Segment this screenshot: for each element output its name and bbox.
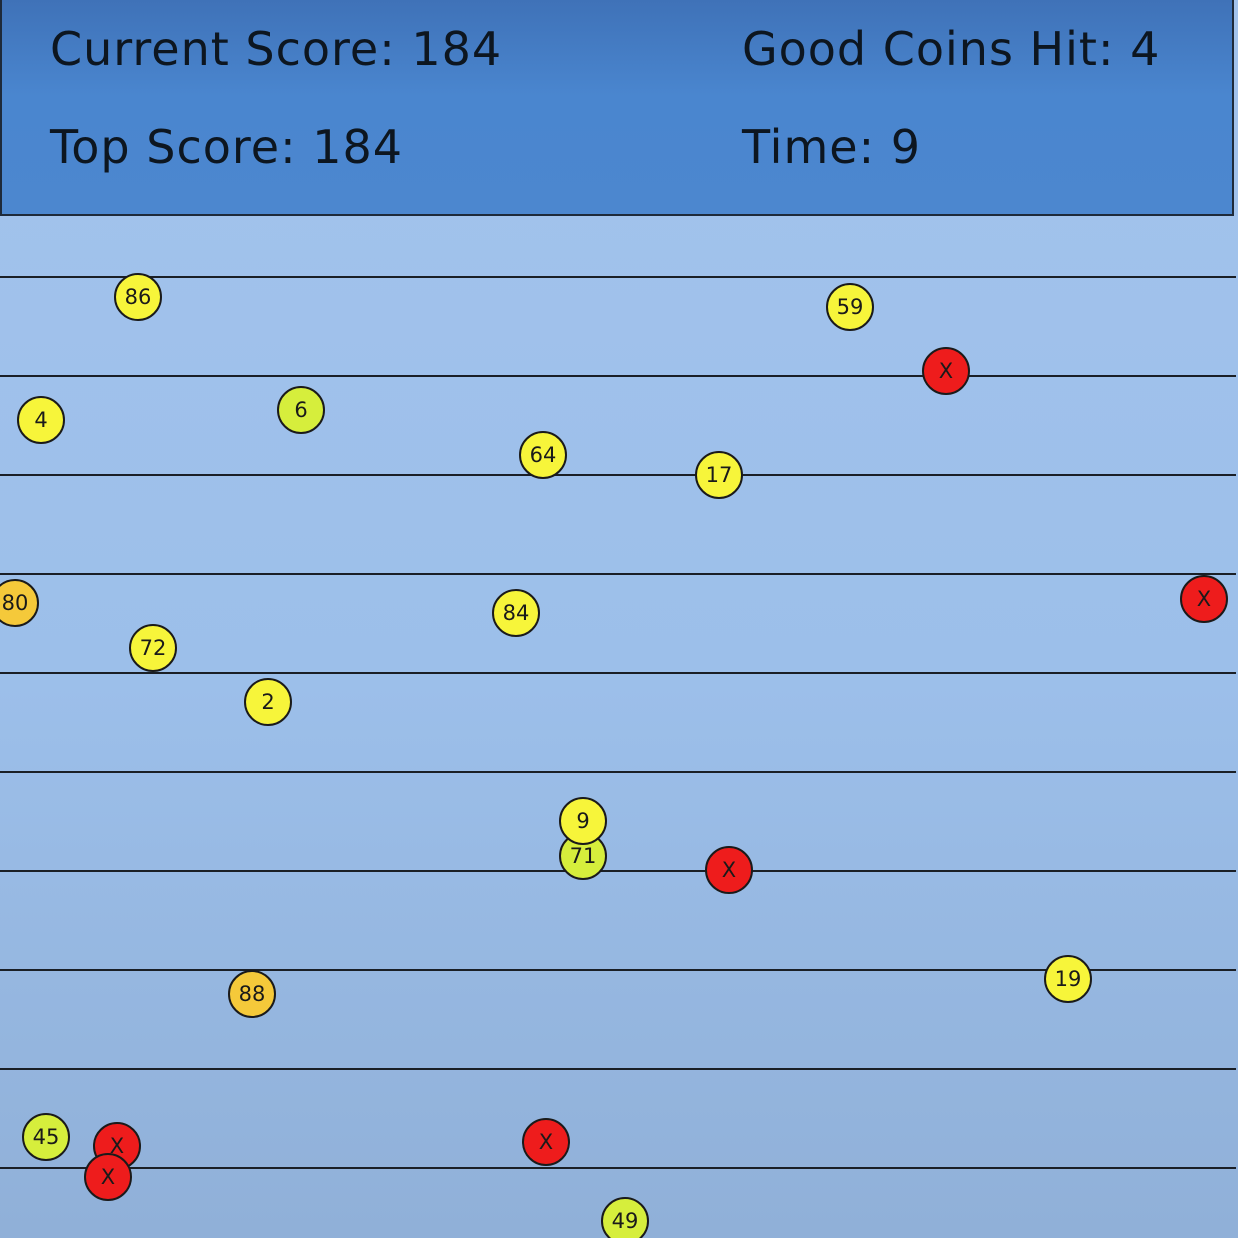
good-coin[interactable]: 6 [277, 386, 325, 434]
good-coin[interactable]: 4 [17, 396, 65, 444]
lane-line [0, 1068, 1236, 1070]
good-coins-hit: Good Coins Hit: 4 [742, 22, 1161, 76]
score-panel: Current Score: 184 Good Coins Hit: 4 Top… [0, 0, 1234, 216]
good-coin[interactable]: 49 [601, 1197, 649, 1238]
good-coin[interactable]: 72 [129, 624, 177, 672]
current-score: Current Score: 184 [50, 22, 503, 76]
good-coin[interactable]: 17 [695, 451, 743, 499]
good-coin[interactable]: 80 [0, 579, 39, 627]
bad-coin[interactable]: X [922, 347, 970, 395]
lane-line [0, 573, 1236, 575]
good-coin[interactable]: 2 [244, 678, 292, 726]
good-coin[interactable]: 19 [1044, 955, 1092, 1003]
time-remaining: Time: 9 [742, 120, 921, 174]
bad-coin[interactable]: X [522, 1118, 570, 1166]
bad-coin[interactable]: X [84, 1153, 132, 1201]
good-coin[interactable]: 84 [492, 589, 540, 637]
lane-line [0, 1167, 1236, 1169]
good-coin[interactable]: 45 [22, 1113, 70, 1161]
lane-line [0, 672, 1236, 674]
lane-line [0, 375, 1236, 377]
good-coin[interactable]: 9 [559, 797, 607, 845]
lane-line [0, 474, 1236, 476]
bad-coin[interactable]: X [705, 846, 753, 894]
lane-line [0, 276, 1236, 278]
lane-line [0, 870, 1236, 872]
top-score: Top Score: 184 [50, 120, 404, 174]
lane-line [0, 771, 1236, 773]
good-coin[interactable]: 86 [114, 273, 162, 321]
good-coin[interactable]: 88 [228, 970, 276, 1018]
lane-line [0, 969, 1236, 971]
good-coin[interactable]: 64 [519, 431, 567, 479]
bad-coin[interactable]: X [1180, 575, 1228, 623]
good-coin[interactable]: 59 [826, 283, 874, 331]
